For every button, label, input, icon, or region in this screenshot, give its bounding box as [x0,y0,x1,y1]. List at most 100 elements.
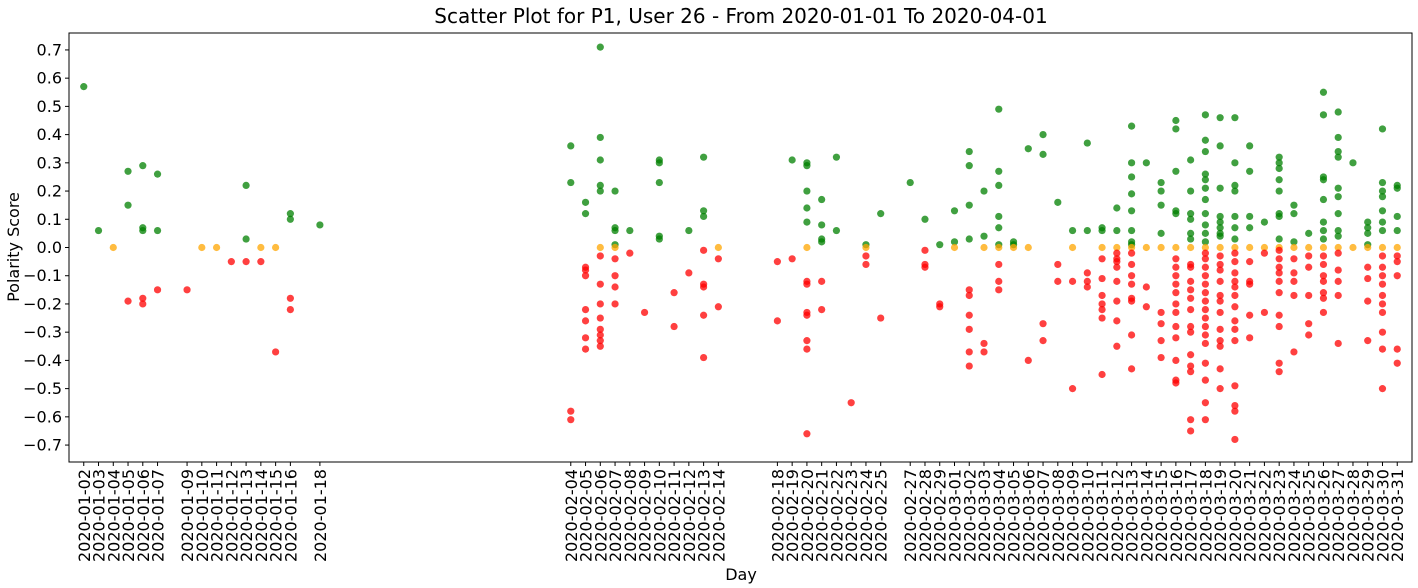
data-point [832,153,841,161]
x-tick-label: 2020-02-12 [680,469,699,562]
data-point [1201,297,1209,305]
data-point [1378,300,1387,308]
data-point [596,300,604,308]
data-point [1201,238,1209,246]
data-point [1364,263,1372,271]
data-point [1231,159,1239,167]
data-point [1083,283,1091,291]
data-point [272,243,280,252]
data-point [1127,249,1136,257]
data-point [965,325,973,333]
data-point [1334,147,1342,156]
data-point [227,258,235,266]
data-point [581,266,590,274]
data-point [1290,210,1298,218]
data-point [1201,331,1209,339]
data-point [1290,201,1298,209]
data-point [1275,187,1283,195]
data-point [803,204,811,212]
x-tick-label: 2020-01-02 [75,469,94,562]
x-tick-label: 2020-02-13 [695,469,714,562]
data-point [1127,243,1136,252]
data-point [818,277,826,285]
data-point [1201,249,1209,257]
data-point [1098,370,1106,379]
data-point [803,311,811,319]
data-point [1113,317,1121,325]
data-point [1378,263,1387,271]
data-point [1231,187,1239,195]
data-point [1305,229,1313,237]
data-point [1319,272,1328,280]
data-point [1098,274,1106,283]
data-point [1054,198,1062,206]
data-point [596,181,604,190]
data-point [1246,243,1254,252]
data-point [286,215,294,223]
data-point [611,272,619,280]
data-point [1378,226,1387,235]
x-tick-label: 2020-03-21 [1241,469,1260,562]
data-point [803,243,811,252]
data-point [965,201,973,209]
data-point [1172,243,1180,252]
data-point [1231,407,1239,415]
data-point [1083,269,1091,277]
data-point [1068,226,1077,235]
x-tick-label: 2020-03-25 [1300,469,1319,562]
data-point [286,210,294,218]
data-point [1142,159,1150,167]
data-point [1127,173,1136,181]
data-point [1201,176,1209,184]
data-point [1349,243,1357,252]
data-point [581,210,590,218]
data-point [1187,229,1195,237]
data-point [1378,291,1387,300]
y-tick-label: −0.3 [23,323,62,342]
y-tick-label: −0.5 [23,379,62,398]
data-point [1024,356,1032,364]
data-point [1231,114,1239,122]
x-tick-label: 2020-01-13 [237,469,256,562]
data-point [1157,353,1165,362]
data-point [611,187,619,195]
data-point [1319,277,1328,285]
x-tick-label: 2020-02-04 [562,469,581,562]
data-point [596,243,604,252]
data-point [1231,435,1239,444]
data-point [567,142,575,150]
data-point [670,289,678,297]
y-tick-label: 0.3 [37,153,62,172]
data-point [1187,351,1195,359]
data-point [1187,294,1195,302]
data-point [1216,212,1224,221]
data-point [1334,249,1342,257]
data-point [1334,232,1342,240]
data-point [1127,331,1136,339]
x-tick-label: 2020-03-31 [1388,469,1407,562]
y-tick-label: −0.6 [23,407,62,426]
data-point [965,147,973,156]
data-point [1127,190,1136,198]
data-point [1319,88,1328,96]
x-tick-label: 2020-01-15 [267,469,286,562]
data-point [1172,210,1180,218]
data-point [773,258,781,266]
data-point [596,187,604,195]
data-point [1378,125,1387,133]
data-point [212,243,221,252]
x-tick-label: 2020-02-18 [768,469,787,562]
y-tick-label: 0.1 [37,210,62,229]
data-point [1334,266,1342,274]
data-point [788,156,796,164]
data-point [1334,133,1342,142]
data-point [1364,243,1372,252]
x-tick-label: 2020-03-12 [1108,469,1127,562]
data-point [1275,212,1283,221]
data-point [124,201,132,209]
data-point [611,255,619,263]
data-point [596,342,604,350]
x-tick-label: 2020-03-06 [1019,469,1038,562]
y-tick-label: −0.1 [23,266,62,285]
data-point [1172,289,1180,297]
